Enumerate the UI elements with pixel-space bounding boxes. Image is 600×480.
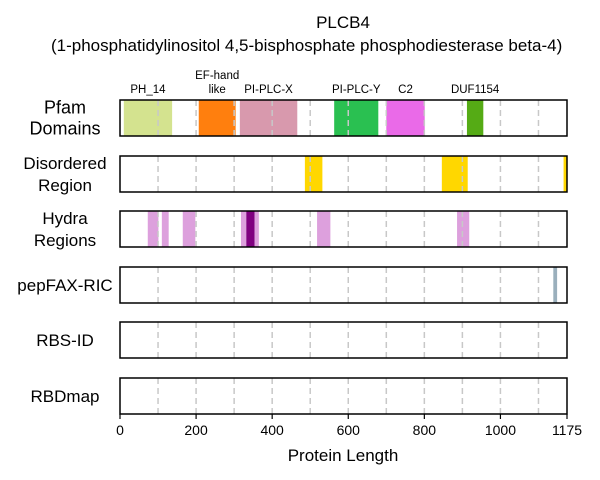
region-segment <box>254 211 259 247</box>
track-label: RBDmap <box>31 387 100 406</box>
x-tick-label: 1175 <box>552 422 582 438</box>
domain-name-line: like <box>209 84 226 96</box>
domain-name-line: PH_14 <box>130 84 166 96</box>
track-row: pepFAX-RIC <box>17 266 568 304</box>
x-tick-label: 800 <box>413 422 437 438</box>
x-tick-label: 200 <box>184 422 208 438</box>
chart-subtitle: (1-phosphatidylinositol 4,5-bisphosphate… <box>51 36 562 55</box>
track-label-line: Pfam <box>44 98 86 118</box>
region-segment <box>563 156 567 192</box>
region-segment <box>240 211 247 247</box>
region-segment <box>182 211 196 247</box>
domain-name-label: PH_14 <box>130 84 166 96</box>
track-frame <box>119 155 568 193</box>
domain-name-line: EF-hand <box>195 70 239 82</box>
region-segment <box>457 211 470 247</box>
track-label-line: Domains <box>29 119 100 139</box>
chart-title: PLCB4 <box>316 13 370 32</box>
x-tick-label: 1000 <box>485 422 516 438</box>
region-segment <box>334 100 379 136</box>
track-row: RBS-ID <box>36 321 568 359</box>
track-row: Hydra Regions <box>34 209 568 250</box>
domain-name-line: C2 <box>398 84 413 96</box>
region-segment <box>386 100 425 136</box>
region-segment <box>246 211 255 247</box>
domain-name-label: PI-PLC-Y <box>332 84 381 96</box>
track-row: Pfam Domains PH_14 EF-hand like PI-PLC-X PI-PL… <box>29 70 568 139</box>
track-frame <box>119 210 568 248</box>
region-segment <box>553 267 558 303</box>
region-segment <box>304 156 323 192</box>
region-segment <box>198 100 236 136</box>
domain-name-line: DUF1154 <box>451 84 500 96</box>
track-label: Pfam Domains <box>29 98 100 139</box>
region-segment <box>317 211 331 247</box>
domain-name-label: EF-hand like <box>195 70 239 96</box>
track-label-line: RBDmap <box>31 387 100 406</box>
track-frame <box>119 377 568 415</box>
track-label: RBS-ID <box>36 331 94 350</box>
track-label-line: Disordered <box>23 154 106 173</box>
track-row: RBDmap <box>31 377 568 415</box>
region-segment <box>239 100 298 136</box>
track-label-line: Regions <box>34 231 96 250</box>
track-rows: Pfam Domains PH_14 EF-hand like PI-PLC-X PI-PL… <box>17 70 568 415</box>
domain-name-line: PI-PLC-Y <box>332 84 381 96</box>
track-label-line: Hydra <box>42 209 88 228</box>
track-frame <box>119 99 568 137</box>
x-tick-label: 600 <box>337 422 361 438</box>
domain-name-line: PI-PLC-X <box>244 84 293 96</box>
track-frame <box>119 321 568 359</box>
track-frame <box>119 266 568 304</box>
x-axis-title: Protein Length <box>288 446 399 465</box>
track-label: pepFAX-RIC <box>17 276 112 295</box>
x-tick-label: 400 <box>260 422 284 438</box>
track-label: Disordered Region <box>23 154 106 195</box>
track-label-line: pepFAX-RIC <box>17 276 112 295</box>
track-label: Hydra Regions <box>34 209 96 250</box>
track-label-line: Region <box>38 176 92 195</box>
x-axis: 0 200 400 600 800 1000 1175 <box>116 414 582 438</box>
region-segment <box>441 156 468 192</box>
region-segment <box>161 211 169 247</box>
track-label-line: RBS-ID <box>36 331 94 350</box>
domain-name-label: DUF1154 <box>451 84 500 96</box>
domain-name-label: PI-PLC-X <box>244 84 293 96</box>
track-row: Disordered Region <box>23 154 568 195</box>
region-segment <box>147 211 159 247</box>
region-segment <box>466 100 484 136</box>
x-tick-label: 0 <box>116 422 124 438</box>
region-segment <box>123 100 173 136</box>
domain-name-label: C2 <box>398 84 413 96</box>
